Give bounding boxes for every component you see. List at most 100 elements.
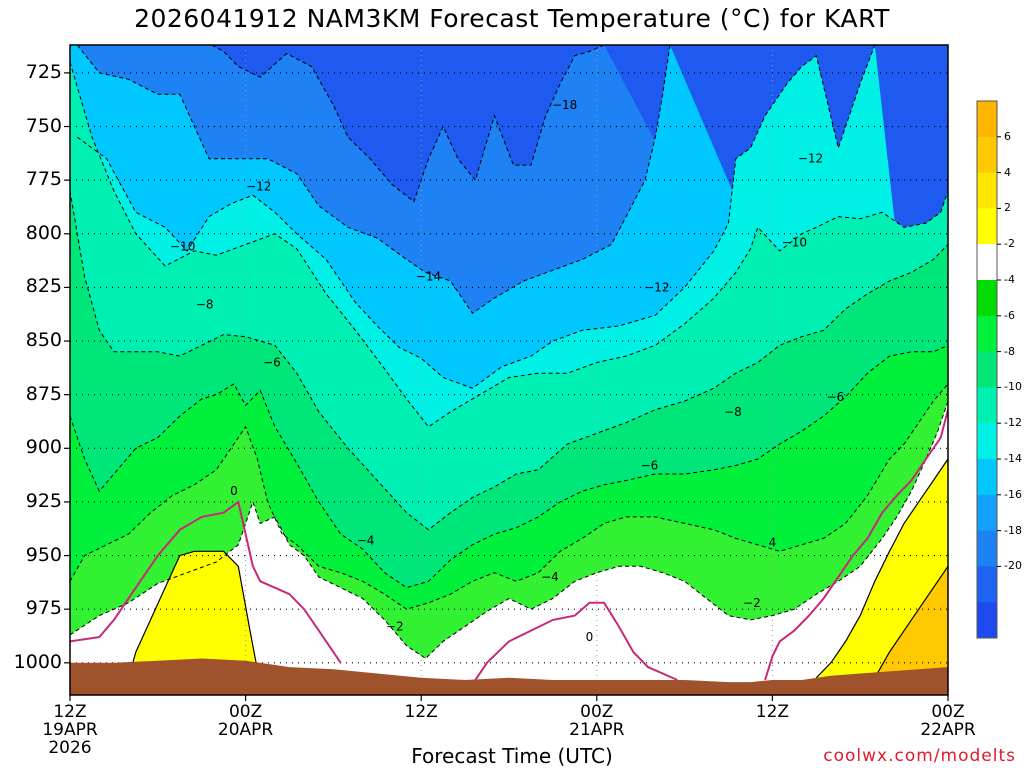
colorbar-swatch	[977, 387, 997, 424]
colorbar-swatch	[977, 494, 997, 532]
colorbar-label: -16	[1004, 487, 1022, 501]
x-tick-label: 12Z	[376, 703, 466, 757]
x-tick-label: 12Z 19APR 2026	[25, 703, 115, 757]
warm-pocket-2	[128, 551, 258, 678]
colorbar-swatch	[977, 172, 997, 209]
contour-label: −10	[782, 235, 807, 249]
colorbar-frame	[976, 100, 998, 639]
colorbar-swatch	[977, 602, 997, 639]
y-tick-label: 725	[25, 60, 62, 83]
y-tick-label: 825	[25, 275, 62, 298]
colorbar-swatch	[977, 315, 997, 353]
colorbar-label: -6	[1004, 308, 1015, 322]
isotherm--18	[211, 45, 605, 203]
contour-label: −12	[798, 152, 823, 166]
temperature-fill-layer	[70, 45, 948, 695]
contour-label: −8	[196, 298, 214, 312]
colorbar-label: -10	[1004, 380, 1022, 394]
colorbar-label: 2	[1004, 201, 1011, 215]
credit-link[interactable]: coolwx.com/modelts	[823, 746, 1016, 766]
contour-label: 0	[230, 484, 238, 498]
colorbar-label: -4	[1004, 273, 1015, 286]
contour-label: −12	[644, 280, 669, 294]
isotherm--10	[70, 62, 948, 428]
x-tick-label: 00Z 21APR	[552, 703, 642, 757]
contour-label: 0	[586, 630, 594, 644]
colorbar-swatch	[977, 101, 997, 138]
colorbar-label: -18	[1004, 523, 1022, 537]
y-tick-label: 950	[25, 543, 62, 566]
contour-label: −2	[743, 596, 761, 610]
band--2	[70, 401, 948, 695]
colorbar-label: -14	[1004, 452, 1022, 465]
isotherm--6	[70, 344, 948, 589]
x-tick-label-sub1: 19APR	[42, 720, 98, 740]
x-tick-label-label: 00Z	[580, 702, 614, 722]
isotherm-lines	[70, 45, 948, 685]
colorbar-swatch	[977, 530, 997, 567]
y-tick-label: 800	[25, 221, 62, 244]
x-tick-label: 00Z 22APR	[903, 703, 993, 757]
isotherm--12	[77, 45, 876, 389]
x-tick-label-label: 12Z	[404, 702, 438, 722]
y-tick-label: 850	[25, 329, 62, 352]
colorbar-swatch	[977, 566, 997, 603]
x-tick-label-label: 12Z	[755, 702, 790, 722]
warm-contour-4	[815, 458, 948, 679]
isotherm--8	[70, 190, 948, 531]
y-tick-label: 925	[25, 489, 62, 512]
colorbar-label: -12	[1004, 416, 1022, 430]
colorbar-label: -8	[1004, 344, 1015, 358]
x-tick-label: 00Z 20APR	[201, 703, 291, 757]
y-tick-label: 900	[25, 436, 62, 459]
colorbar-label: 6	[1004, 129, 1011, 143]
x-tick-label-sub2: 2026	[48, 738, 92, 758]
contour-label: −10	[170, 240, 195, 254]
colorbar-swatch	[977, 459, 997, 496]
isotherm--4	[70, 383, 948, 610]
contour-label: −8	[724, 405, 742, 419]
freezing-line-0	[70, 500, 342, 664]
colorbar	[976, 100, 1001, 639]
freezing-line-2	[764, 409, 948, 681]
x-tick-label-label: 00Z	[931, 702, 965, 722]
colorbar-swatch	[977, 423, 997, 460]
x-tick-label-sub1: 22APR	[920, 720, 976, 740]
colorbar-swatch	[977, 280, 997, 317]
contour-label: −6	[263, 355, 281, 369]
x-tick-label-sub1: 20APR	[217, 720, 274, 740]
x-tick-label-sub1	[376, 721, 466, 739]
colorbar-swatch	[977, 244, 997, 281]
contour-label: −6	[641, 458, 659, 472]
freezing-line-1	[471, 601, 678, 685]
y-tick-label: 750	[25, 114, 62, 137]
contour-label: −12	[246, 180, 271, 194]
y-tick-label: 975	[25, 597, 62, 620]
x-axis-label: Forecast Time (UTC)	[411, 744, 613, 768]
warm-pocket-6	[874, 566, 948, 678]
y-tick-label: 875	[25, 382, 62, 405]
contour-label: −2	[386, 619, 404, 633]
x-tick-label-sub1	[727, 721, 817, 739]
contour-label: −6	[826, 390, 844, 404]
colorbar-swatch	[977, 136, 997, 174]
x-tick-label: 12Z	[727, 703, 817, 757]
contour-label: −18	[552, 98, 577, 112]
x-tick-label-label: 00Z	[228, 702, 263, 722]
contour-label: −14	[416, 270, 441, 284]
ground-surface-layer	[70, 658, 948, 695]
colorbar-swatch	[977, 351, 997, 388]
plot-frame	[69, 44, 949, 696]
grid-lines	[70, 45, 948, 695]
isotherm--14	[76, 45, 671, 314]
colorbar-label: 4	[1004, 165, 1011, 179]
y-tick-label: 775	[25, 168, 62, 191]
y-tick-label: 1000	[13, 650, 62, 673]
warm-contour-2	[127, 550, 258, 678]
contour-label: −4	[357, 534, 375, 548]
contour-label-layer: −18 −12 −12 −10 −10 −14 −12 −8 −6 −8 −6 −6 0 −4 −4 4 −2 0…	[170, 98, 844, 644]
ground-surface	[70, 658, 948, 695]
chart-title: 2026041912 NAM3KM Forecast Temperature (…	[134, 4, 890, 33]
contour-label: −4	[541, 570, 559, 584]
